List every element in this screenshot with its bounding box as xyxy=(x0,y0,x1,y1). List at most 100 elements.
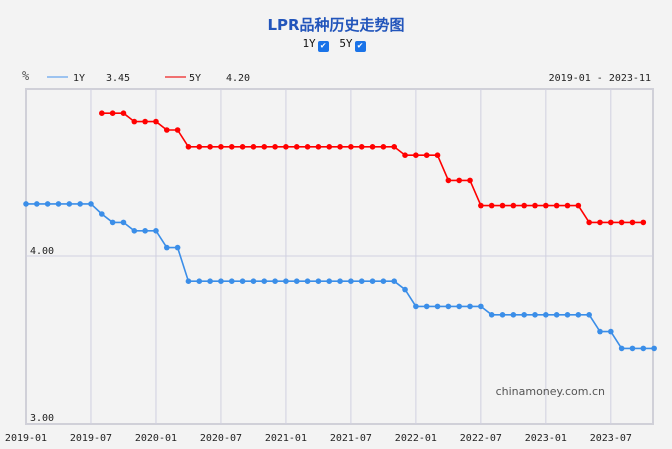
data-point-5y[interactable] xyxy=(174,127,181,133)
data-point-5y[interactable] xyxy=(532,202,538,209)
data-point-1y[interactable] xyxy=(532,312,538,318)
data-point-1y[interactable] xyxy=(337,278,343,285)
toggle-1y-checkbox[interactable]: ✔ xyxy=(317,41,329,52)
data-point-1y[interactable] xyxy=(77,201,83,207)
data-point-1y[interactable] xyxy=(467,303,473,310)
data-point-5y[interactable] xyxy=(153,118,159,125)
data-point-5y[interactable] xyxy=(337,144,343,150)
data-point-5y[interactable] xyxy=(380,144,387,150)
data-point-5y[interactable] xyxy=(348,144,354,150)
data-point-1y[interactable] xyxy=(478,303,484,310)
toggle-5y-checkbox[interactable]: ✔ xyxy=(354,41,366,52)
data-point-5y[interactable] xyxy=(304,144,311,150)
data-point-5y[interactable] xyxy=(196,144,203,150)
data-point-1y[interactable] xyxy=(228,278,235,285)
data-point-1y[interactable] xyxy=(553,312,560,318)
data-point-5y[interactable] xyxy=(250,144,257,150)
data-point-5y[interactable] xyxy=(543,202,549,209)
data-point-5y[interactable] xyxy=(499,202,506,209)
data-point-1y[interactable] xyxy=(185,278,192,285)
data-point-1y[interactable] xyxy=(66,201,73,207)
data-point-1y[interactable] xyxy=(239,278,246,285)
data-point-1y[interactable] xyxy=(564,312,571,318)
data-point-5y[interactable] xyxy=(618,219,625,226)
data-point-5y[interactable] xyxy=(608,219,614,226)
data-point-1y[interactable] xyxy=(575,312,582,318)
data-point-5y[interactable] xyxy=(488,202,495,209)
data-point-1y[interactable] xyxy=(261,278,268,285)
data-point-5y[interactable] xyxy=(283,144,289,150)
data-point-5y[interactable] xyxy=(413,152,419,158)
data-point-1y[interactable] xyxy=(293,278,300,285)
data-point-1y[interactable] xyxy=(608,328,614,335)
data-point-1y[interactable] xyxy=(348,278,354,285)
data-point-1y[interactable] xyxy=(153,228,159,234)
data-point-5y[interactable] xyxy=(575,202,582,209)
data-point-1y[interactable] xyxy=(434,303,441,310)
data-point-5y[interactable] xyxy=(326,144,333,150)
data-point-1y[interactable] xyxy=(88,201,94,207)
data-point-5y[interactable] xyxy=(640,219,647,226)
data-point-5y[interactable] xyxy=(423,152,430,158)
data-point-1y[interactable] xyxy=(109,219,116,226)
data-point-5y[interactable] xyxy=(445,177,452,184)
data-point-5y[interactable] xyxy=(315,144,322,150)
data-point-5y[interactable] xyxy=(261,144,268,150)
data-point-1y[interactable] xyxy=(196,278,203,285)
data-point-1y[interactable] xyxy=(283,278,289,285)
data-point-5y[interactable] xyxy=(564,202,571,209)
data-point-1y[interactable] xyxy=(142,228,148,234)
data-point-1y[interactable] xyxy=(250,278,257,285)
data-point-5y[interactable] xyxy=(553,202,560,209)
data-point-1y[interactable] xyxy=(597,328,603,335)
data-point-5y[interactable] xyxy=(239,144,246,150)
data-point-1y[interactable] xyxy=(510,312,517,318)
data-point-1y[interactable] xyxy=(423,303,430,310)
data-point-5y[interactable] xyxy=(478,202,484,209)
data-point-5y[interactable] xyxy=(456,177,463,184)
data-point-1y[interactable] xyxy=(207,278,213,285)
data-point-5y[interactable] xyxy=(402,152,408,158)
data-point-1y[interactable] xyxy=(315,278,322,285)
data-point-1y[interactable] xyxy=(304,278,311,285)
data-point-1y[interactable] xyxy=(651,345,657,352)
data-point-1y[interactable] xyxy=(44,201,51,207)
data-point-5y[interactable] xyxy=(510,202,517,209)
data-point-5y[interactable] xyxy=(109,110,116,116)
data-point-5y[interactable] xyxy=(467,177,473,184)
data-point-1y[interactable] xyxy=(23,201,29,207)
data-point-1y[interactable] xyxy=(629,345,636,352)
data-point-5y[interactable] xyxy=(142,118,148,125)
data-point-1y[interactable] xyxy=(120,219,127,226)
data-point-1y[interactable] xyxy=(174,244,181,251)
data-point-5y[interactable] xyxy=(358,144,365,150)
data-point-5y[interactable] xyxy=(272,144,278,150)
data-point-1y[interactable] xyxy=(521,312,527,318)
data-point-1y[interactable] xyxy=(488,312,495,318)
data-point-1y[interactable] xyxy=(391,278,398,285)
data-point-1y[interactable] xyxy=(618,345,625,352)
data-point-5y[interactable] xyxy=(391,144,398,150)
data-point-1y[interactable] xyxy=(402,286,408,293)
data-point-5y[interactable] xyxy=(434,152,441,158)
data-point-5y[interactable] xyxy=(218,144,224,150)
data-point-1y[interactable] xyxy=(358,278,365,285)
data-point-5y[interactable] xyxy=(293,144,300,150)
data-point-1y[interactable] xyxy=(131,228,138,234)
data-point-1y[interactable] xyxy=(326,278,333,285)
data-point-5y[interactable] xyxy=(521,202,527,209)
data-point-1y[interactable] xyxy=(34,201,40,207)
data-point-1y[interactable] xyxy=(380,278,387,285)
data-point-1y[interactable] xyxy=(55,201,62,207)
data-point-5y[interactable] xyxy=(120,110,127,116)
data-point-1y[interactable] xyxy=(456,303,463,310)
data-point-5y[interactable] xyxy=(185,144,192,150)
data-point-5y[interactable] xyxy=(369,144,376,150)
data-point-5y[interactable] xyxy=(597,219,603,226)
data-point-5y[interactable] xyxy=(228,144,235,150)
data-point-1y[interactable] xyxy=(272,278,278,285)
data-point-1y[interactable] xyxy=(413,303,419,310)
data-point-1y[interactable] xyxy=(445,303,452,310)
data-point-5y[interactable] xyxy=(99,110,105,116)
data-point-5y[interactable] xyxy=(586,219,592,226)
